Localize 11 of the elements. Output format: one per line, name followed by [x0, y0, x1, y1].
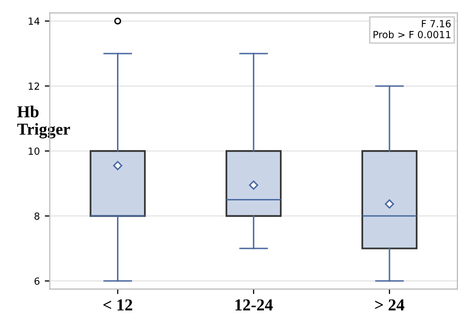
x-tick-label: > 24 [375, 299, 404, 310]
y-tick-label: 6 [34, 277, 40, 285]
annotation: Prob > F 0.0011 [374, 30, 450, 38]
y-tick-label: 8 [34, 212, 40, 220]
y-axis-title: Hb Trigger [17, 106, 70, 138]
y-tick-label: 10 [28, 147, 40, 155]
annotation: F 7.16 [422, 20, 451, 28]
x-tick-label: 12-24 [235, 299, 273, 310]
x-tick-label: < 12 [103, 299, 132, 310]
y-tick-label: 14 [28, 18, 40, 25]
y-tick-label: 12 [28, 82, 40, 90]
